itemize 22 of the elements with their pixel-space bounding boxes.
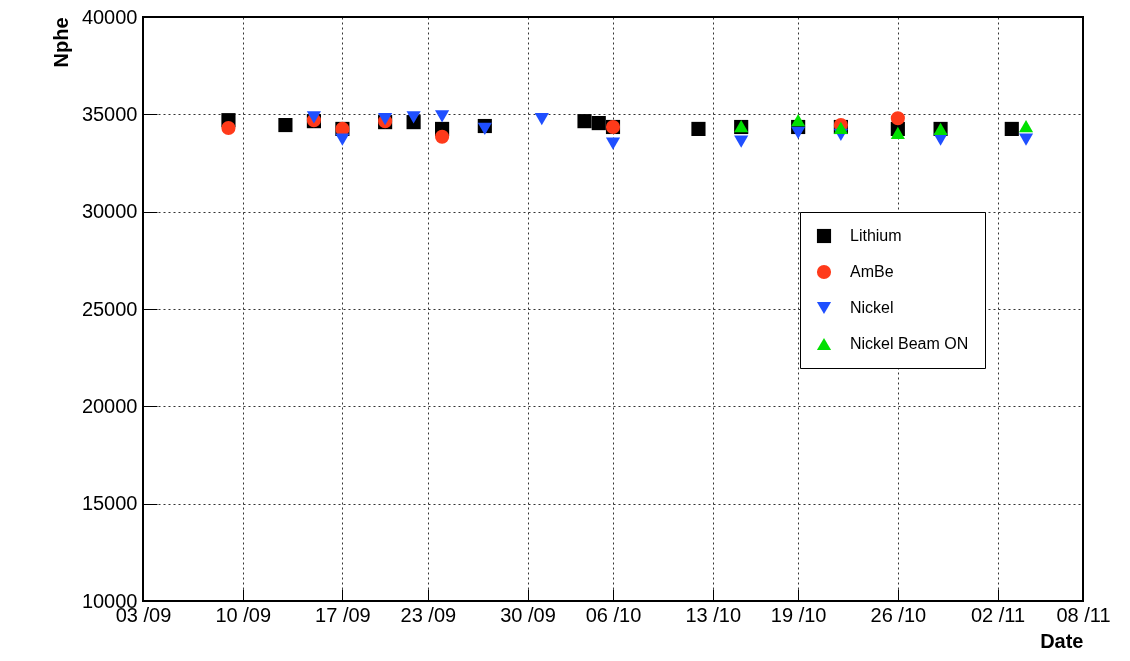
x-tick-label: 30 /09 bbox=[500, 603, 556, 626]
x-tick-label: 19 /10 bbox=[770, 603, 827, 626]
x-tick-label: 06 /10 bbox=[585, 603, 642, 626]
y-tick-label: 15000 bbox=[81, 492, 138, 515]
x-tick-label: 17 /09 bbox=[315, 603, 371, 626]
x-axis-title: Date bbox=[1040, 629, 1084, 652]
x-tick-label: 10 /09 bbox=[215, 603, 271, 626]
x-tick-label: 23 /09 bbox=[400, 603, 457, 626]
y-tick-label: 20000 bbox=[81, 394, 138, 417]
y-tick-label: 40000 bbox=[81, 5, 138, 28]
y-axis-title: Nphe bbox=[49, 17, 72, 68]
y-tick-label: 35000 bbox=[81, 102, 138, 125]
y-tick-label: 25000 bbox=[81, 297, 138, 320]
legend-label: Nickel bbox=[850, 299, 894, 316]
x-tick-label: 02 /11 bbox=[970, 603, 1026, 626]
x-tick-label: 13 /10 bbox=[685, 603, 741, 626]
y-tick-label: 30000 bbox=[81, 200, 138, 223]
legend-label: AmBe bbox=[850, 263, 894, 280]
legend-label: Nickel Beam ON bbox=[850, 335, 969, 352]
legend-label: Lithium bbox=[850, 227, 902, 244]
x-tick-label: 26 /10 bbox=[870, 603, 927, 626]
x-tick-label: 08 /11 bbox=[1056, 603, 1111, 626]
